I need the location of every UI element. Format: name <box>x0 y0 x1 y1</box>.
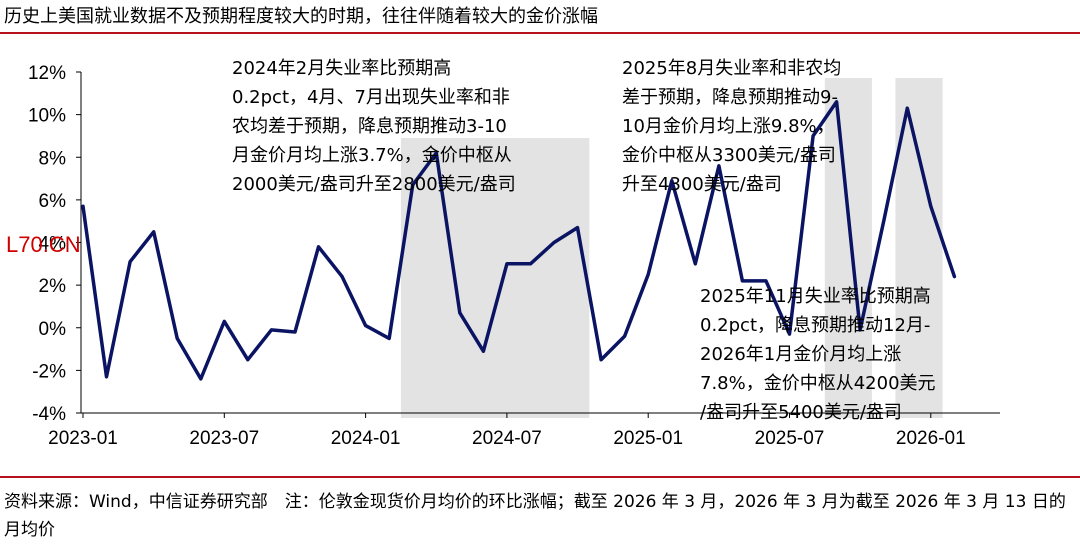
y-tick-label: 8% <box>39 148 67 169</box>
x-tick-label: 2026-01 <box>896 428 966 449</box>
y-tick-label: 0% <box>39 319 67 340</box>
y-tick-label: -2% <box>32 361 66 382</box>
x-tick-label: 2025-07 <box>755 428 825 449</box>
watermark: L70.CN <box>6 232 81 257</box>
x-tick-label: 2024-01 <box>331 428 401 449</box>
series-line-gold-mom-change <box>81 100 957 381</box>
y-tick-label: 12% <box>28 63 66 84</box>
source-note: 资料来源：Wind，中信证券研究部 注：伦敦金现货价月均价的环比涨幅；截至 20… <box>4 492 1066 540</box>
annotation-2025-aug: 2025年8月失业率和非农均 差于预期，降息预期推动9- 10月金价月均上涨9.… <box>622 58 842 195</box>
y-tick-label: 10% <box>28 106 66 127</box>
y-tick-label: -4% <box>32 404 66 425</box>
x-tick-label: 2024-07 <box>472 428 542 449</box>
top-divider <box>0 32 1080 34</box>
shaded-period-1 <box>400 138 590 418</box>
chart-svg: 12% 10% 8% 6% 4% 2% 0% -2% -4% 2023-01 2023-07 2024… <box>28 63 1000 449</box>
x-tick-label: 2023-07 <box>189 428 259 449</box>
x-tick-label: 2025-01 <box>613 428 683 449</box>
y-tick-label: 4% <box>39 234 67 255</box>
y-tick-label: 6% <box>39 191 67 212</box>
y-tick-label: 2% <box>39 276 67 297</box>
annotation-2024: 2024年2月失业率比预期高 0.2pct，4月、7月出现失业率和非 农均差于预… <box>232 58 516 195</box>
shaded-period-2 <box>824 78 872 418</box>
chart-title: 历史上美国就业数据不及预期程度较大的时期，往往伴随着较大的金价涨幅 <box>4 6 598 27</box>
x-tick-label: 2023-01 <box>48 428 118 449</box>
bottom-divider <box>0 476 1080 478</box>
annotation-2025-nov: 2025年11月失业率比预期高 0.2pct，降息预期推动12月- 2026年1… <box>700 286 936 423</box>
